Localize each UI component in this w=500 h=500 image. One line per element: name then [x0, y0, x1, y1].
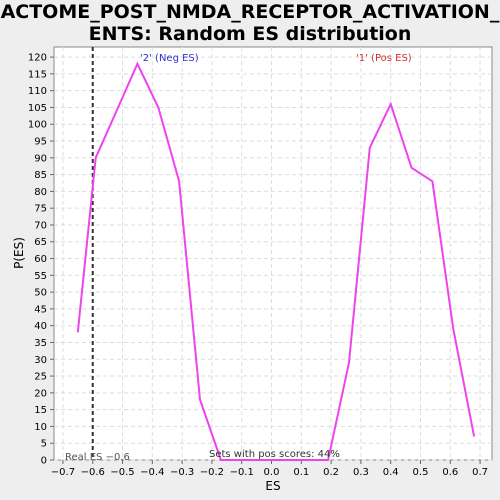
y-tick-label: 55 — [34, 271, 47, 282]
x-tick-label: 0.6 — [442, 467, 458, 478]
y-tick-label: 80 — [34, 187, 47, 198]
y-tick-label: 65 — [34, 237, 47, 248]
y-tick-label: 60 — [34, 254, 47, 265]
real-es-label: Real ES −0.6 — [65, 452, 130, 463]
pos-scores-label: Sets with pos scores: 44% — [209, 449, 340, 460]
y-tick-label: 25 — [34, 372, 47, 383]
chart-title-line-1: REACTOME_POST_NMDA_RECEPTOR_ACTIVATION_E… — [0, 1, 500, 23]
grid — [54, 47, 492, 461]
x-tick-label: 0.4 — [383, 467, 399, 478]
x-tick-label: 0.7 — [472, 467, 488, 478]
y-tick-label: 30 — [34, 355, 47, 366]
y-tick-label: 100 — [28, 120, 47, 131]
y-tick-label: 120 — [28, 53, 47, 64]
x-tick-label: 0.0 — [264, 467, 280, 478]
series-line — [76, 61, 476, 461]
y-tick-label: 70 — [34, 220, 47, 231]
y-tick-label: 10 — [34, 422, 47, 433]
y-tick-label: 90 — [34, 153, 47, 164]
x-tick-label: −0.4 — [140, 467, 164, 478]
plot-area — [53, 46, 493, 461]
pos-es-label: '1' (Pos ES) — [356, 53, 412, 64]
x-tick-label: −0.5 — [110, 467, 134, 478]
y-tick-label: 45 — [34, 304, 47, 315]
y-tick-label: 20 — [34, 388, 47, 399]
x-tick-label: −0.1 — [230, 467, 254, 478]
x-tick-label: −0.2 — [200, 467, 224, 478]
y-tick-label: 35 — [34, 338, 47, 349]
y-tick-label: 75 — [34, 204, 47, 215]
chart-marks — [76, 47, 476, 461]
x-tick-label: 0.3 — [353, 467, 369, 478]
y-tick-label: 15 — [34, 405, 47, 416]
y-tick-label: 95 — [34, 137, 47, 148]
x-ticks: −0.7 −0.6 −0.5 −0.4 −0.3 −0.2 −0.1 0.0 0.1 0.2 0.3… — [51, 460, 488, 478]
y-tick-label: 50 — [34, 288, 47, 299]
y-tick-label: 105 — [28, 103, 47, 114]
x-tick-label: 0.1 — [293, 467, 309, 478]
y-tick-label: 85 — [34, 170, 47, 181]
x-axis-label: ES — [265, 479, 280, 493]
y-tick-label: 40 — [34, 321, 47, 332]
y-tick-label: 5 — [41, 439, 47, 450]
chart-title-line-2: ENTS: Random ES distribution — [89, 23, 412, 45]
x-tick-label: 0.5 — [413, 467, 429, 478]
y-tick-label: 110 — [28, 86, 47, 97]
x-tick-label: 0.2 — [323, 467, 339, 478]
x-tick-label: −0.6 — [81, 467, 105, 478]
y-tick-label: 0 — [41, 456, 47, 467]
neg-es-label: '2' (Neg ES) — [140, 53, 199, 64]
x-tick-label: −0.3 — [170, 467, 194, 478]
y-axis-label: P(ES) — [12, 237, 26, 269]
y-tick-label: 115 — [28, 69, 47, 80]
y-ticks: 0 5 10 15 20 25 30 35 40 45 50 55 60 65 70 75 80 85 90 95 10… — [28, 53, 54, 467]
x-tick-label: −0.7 — [51, 467, 75, 478]
